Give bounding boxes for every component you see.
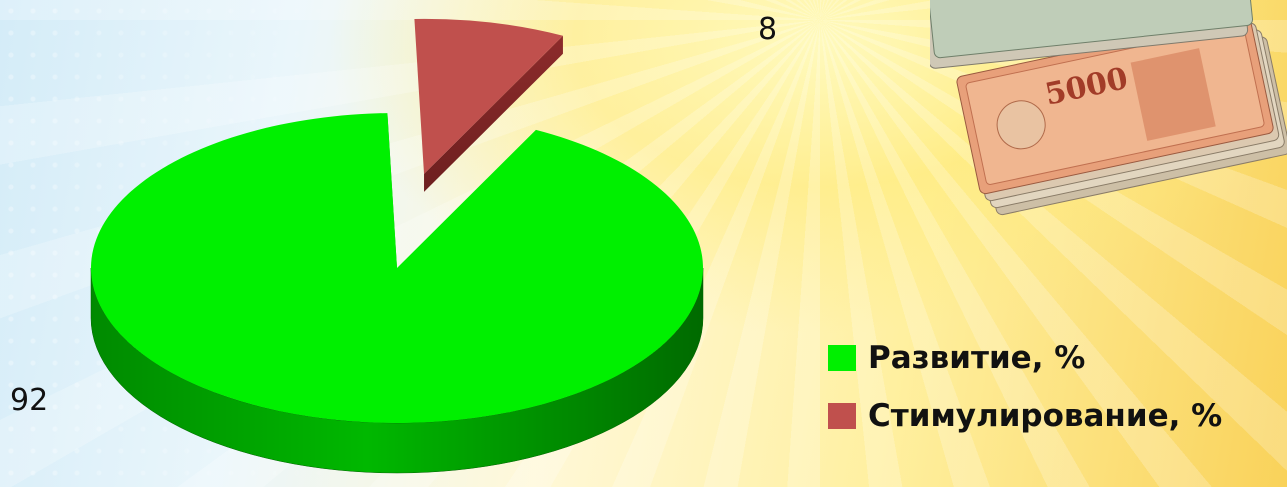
data-label-stimulirovanie: 8 — [758, 12, 778, 47]
legend-swatch-razvitie — [828, 345, 856, 371]
pie-slice-stimulirovanie — [414, 18, 563, 174]
pie-chart — [90, 18, 704, 474]
legend-item-stimulirovanie: Стимулирование, % — [828, 390, 1222, 442]
legend-label-razvitie: Развитие, % — [868, 340, 1086, 376]
pie-slice-razvitie — [91, 113, 704, 424]
legend-swatch-stimulirovanie — [828, 403, 856, 429]
banknotes-image: 5000 — [930, 0, 1287, 216]
pie-slice-side-stimulirovanie — [424, 35, 563, 192]
legend-item-razvitie: Развитие, % — [828, 332, 1222, 384]
data-label-razvitie: 92 — [10, 383, 49, 418]
chart-legend: Развитие, % Стимулирование, % — [828, 332, 1222, 442]
legend-label-stimulirovanie: Стимулирование, % — [868, 398, 1223, 434]
